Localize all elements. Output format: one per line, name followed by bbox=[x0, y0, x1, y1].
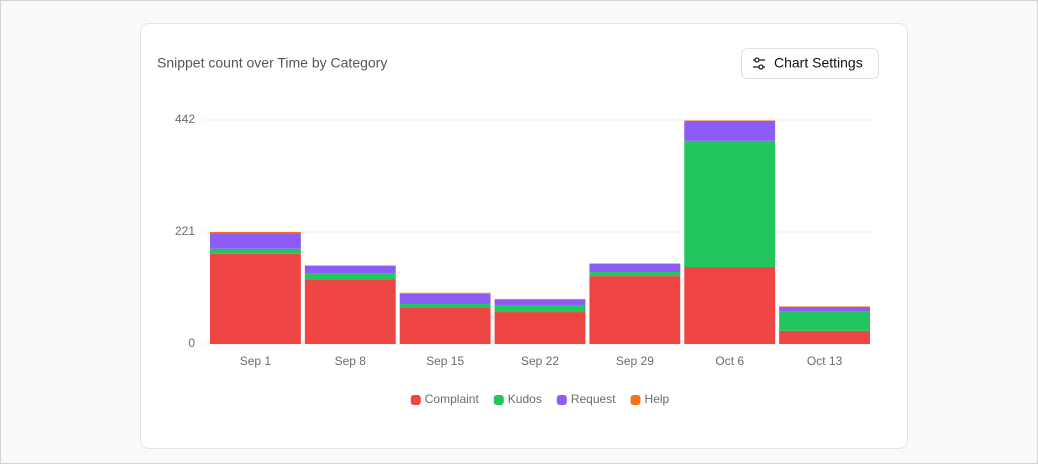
bar-segment bbox=[304, 265, 396, 274]
bar-segment bbox=[684, 120, 776, 122]
chart-title: Snippet count over Time by Category bbox=[157, 55, 387, 71]
legend-label: Request bbox=[571, 392, 616, 406]
x-tick-label: Sep 15 bbox=[426, 354, 464, 368]
x-tick-label: Oct 6 bbox=[715, 354, 744, 368]
bar-segment bbox=[589, 272, 681, 277]
x-tick-label: Oct 13 bbox=[807, 354, 843, 368]
bar-segment bbox=[210, 253, 301, 344]
bar-segment bbox=[494, 304, 586, 313]
bar-segment bbox=[684, 140, 776, 267]
x-tick-label: Sep 8 bbox=[335, 354, 367, 368]
y-tick-label: 442 bbox=[175, 112, 195, 126]
bar-segment bbox=[399, 303, 491, 309]
button-label[interactable]: Chart Settings bbox=[774, 55, 863, 71]
bar-segment bbox=[494, 312, 586, 344]
legend-marker bbox=[410, 395, 421, 405]
bar-segment bbox=[779, 311, 870, 331]
bar-segment bbox=[779, 330, 870, 344]
bar-segment bbox=[684, 266, 776, 344]
settings-icon bbox=[753, 57, 765, 70]
bar-segment bbox=[304, 265, 396, 266]
chart-settings-button[interactable]: Chart Settings bbox=[741, 48, 879, 79]
legend-marker bbox=[493, 395, 504, 405]
bar-segment bbox=[210, 248, 301, 254]
bar-segment bbox=[399, 292, 491, 294]
legend-marker bbox=[630, 395, 641, 405]
legend-label: Kudos bbox=[508, 392, 542, 406]
bar-segment bbox=[779, 306, 870, 308]
y-tick-label: 0 bbox=[188, 336, 195, 350]
bar-segment bbox=[210, 233, 301, 249]
x-tick-label: Sep 29 bbox=[616, 354, 654, 368]
legend-label: Help bbox=[645, 392, 670, 406]
bar-segment bbox=[304, 273, 396, 280]
bar-segment bbox=[399, 293, 491, 304]
legend-marker bbox=[556, 395, 567, 405]
y-tick-label: 221 bbox=[175, 224, 195, 238]
bar-segment bbox=[779, 307, 870, 312]
bar-segment bbox=[304, 279, 396, 344]
bar-segment bbox=[589, 276, 681, 344]
bar-segment bbox=[210, 232, 301, 234]
bar-segment bbox=[589, 263, 681, 273]
button-frame[interactable] bbox=[741, 48, 879, 79]
bar-segment bbox=[494, 298, 586, 300]
bar-segment bbox=[684, 121, 776, 141]
legend-label: Complaint bbox=[425, 392, 480, 406]
bar-segment bbox=[399, 308, 491, 344]
x-tick-label: Sep 1 bbox=[240, 354, 272, 368]
bar-segment bbox=[494, 299, 586, 305]
x-tick-label: Sep 22 bbox=[521, 354, 559, 368]
bar-segment bbox=[589, 263, 681, 264]
